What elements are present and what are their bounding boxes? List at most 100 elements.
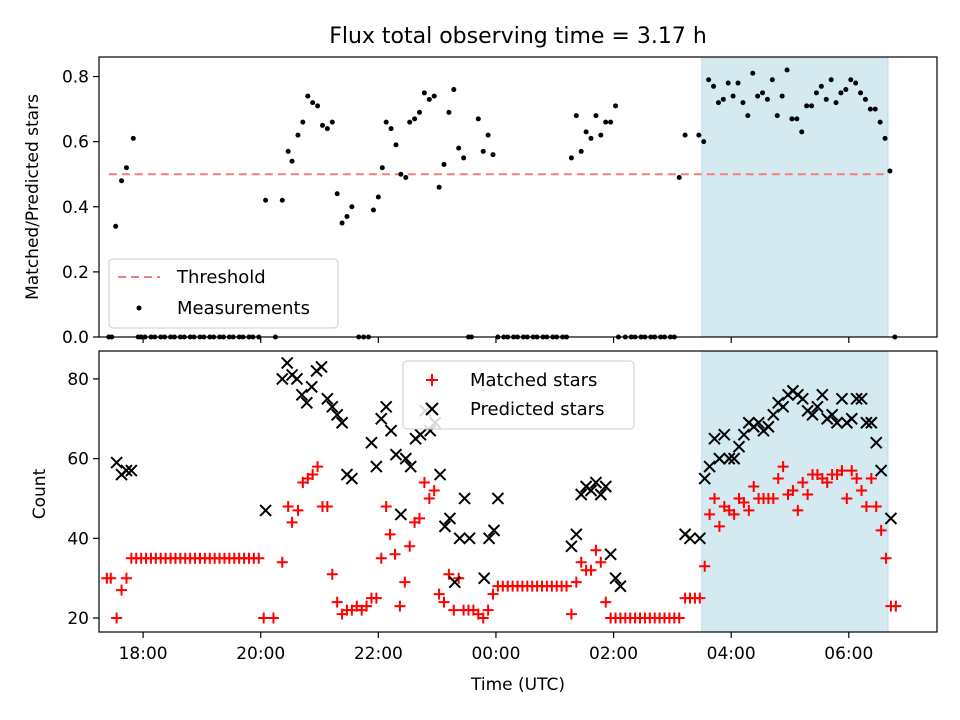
predicted-point (110, 456, 123, 469)
bottom-y-tick-label: 80 (67, 370, 89, 390)
predicted-point (491, 492, 505, 505)
measurement-point (833, 100, 839, 106)
predicted-point (570, 528, 583, 541)
measurement-point (813, 90, 819, 96)
measurement-point (388, 126, 394, 132)
matched-point (399, 576, 411, 588)
predicted-point (375, 412, 388, 425)
matched-point (312, 461, 324, 473)
predicted-point (321, 392, 334, 406)
matched-point (836, 465, 848, 477)
predicted-point (594, 488, 608, 501)
matched-point (590, 544, 602, 556)
predicted-point (825, 408, 839, 421)
matched-point (743, 504, 755, 516)
top-y-axis-label: Matched/Predicted stars (23, 94, 43, 300)
x-tick-label: 06:00 (824, 644, 873, 664)
matched-point (380, 500, 392, 512)
measurement-point (329, 119, 335, 125)
measurement-point (799, 129, 805, 135)
measurement-point (701, 139, 707, 145)
matched-point (448, 604, 460, 616)
measurement-point (760, 90, 766, 96)
predicted-point (125, 464, 138, 477)
matched-point (846, 465, 858, 477)
measurement-point (578, 148, 584, 154)
measurement-point (568, 155, 574, 161)
measurement-point (485, 132, 491, 138)
predicted-point (433, 468, 447, 481)
matched-point (375, 552, 387, 564)
bottom-y-tick-label: 60 (67, 450, 89, 470)
predicted-point (835, 392, 849, 406)
predicted-point (776, 400, 790, 414)
predicted-point (584, 484, 598, 497)
matched-point (321, 500, 333, 512)
top-y-tick-label: 0.8 (62, 68, 89, 88)
x-tick-label: 20:00 (236, 644, 285, 664)
predicted-point (830, 416, 844, 429)
bottom-y-tick-label: 40 (67, 529, 89, 549)
measurement-point (285, 148, 291, 154)
predicted-point (295, 388, 309, 402)
predicted-point (487, 524, 501, 537)
measurement-point (784, 67, 790, 73)
predicted-point (703, 460, 716, 473)
predicted-point (300, 396, 313, 410)
measurement-point (882, 135, 888, 141)
matched-point (384, 528, 396, 540)
matched-point (856, 485, 868, 497)
measurement-point (613, 103, 619, 109)
measurement-point (740, 100, 746, 106)
predicted-point (806, 408, 819, 421)
bottom-plot-frame (98, 350, 938, 633)
measurement-point (446, 109, 452, 115)
predicted-point (874, 464, 888, 477)
measurement-point (130, 135, 136, 141)
legend-threshold-label: Threshold (176, 267, 266, 288)
matched-point (331, 596, 343, 608)
measurement-point (379, 165, 385, 171)
predicted-point (370, 460, 383, 473)
measurement-point (818, 83, 824, 89)
measurement-point (300, 119, 306, 125)
matched-point (116, 584, 128, 596)
predicted-point (614, 579, 627, 593)
predicted-point (326, 400, 339, 414)
measurement-point (769, 77, 775, 83)
predicted-point (394, 508, 408, 521)
matched-point (423, 492, 435, 504)
matched-point (443, 568, 455, 580)
top-highlight-span (701, 56, 889, 338)
measurement-point (853, 80, 859, 86)
predicted-point (389, 448, 403, 461)
matched-point (787, 485, 799, 497)
matched-point (286, 516, 298, 528)
predicted-point (384, 424, 398, 437)
matched-point (792, 504, 804, 516)
measurement-point (407, 119, 413, 125)
predicted-point (379, 400, 393, 414)
matched-point (428, 485, 440, 497)
measurement-point (289, 158, 295, 164)
bottom-y-axis-label: Count (30, 468, 50, 519)
top-panel: 0.00.20.40.60.8 Matched/Predicted stars … (23, 56, 938, 348)
matched-point (673, 612, 685, 624)
matched-point (258, 612, 270, 624)
predicted-point (280, 356, 294, 370)
measurement-point (750, 70, 756, 76)
predicted-point (870, 436, 883, 449)
matched-point (267, 612, 279, 624)
matched-point (413, 512, 425, 524)
matched-point (860, 500, 872, 512)
predicted-point (708, 432, 721, 445)
measurement-point (375, 194, 381, 200)
measurement-point (412, 116, 418, 122)
predicted-point (693, 532, 707, 545)
predicted-point (732, 440, 746, 453)
matched-point (575, 556, 587, 568)
matched-point (870, 500, 882, 512)
x-tick-label: 04:00 (707, 644, 756, 664)
predicted-point (565, 540, 578, 553)
